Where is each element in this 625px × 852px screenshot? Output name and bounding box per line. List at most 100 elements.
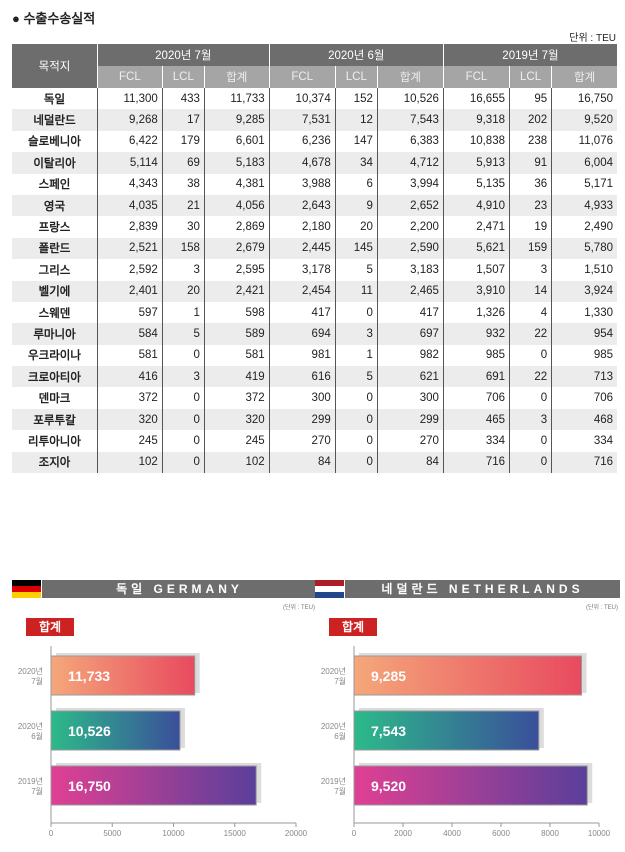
value-cell: 9,268 xyxy=(97,109,163,131)
bar-label: 16,750 xyxy=(68,778,111,794)
value-cell: 4,056 xyxy=(203,194,270,217)
value-cell: 0 xyxy=(161,344,205,367)
value-cell: 334 xyxy=(551,430,617,452)
category-label: 2019년 xyxy=(18,776,43,786)
value-cell: 3,924 xyxy=(551,280,617,302)
value-cell: 12 xyxy=(334,109,378,131)
table-row: 리투아니아 245 0 245 270 0 270 334 0 334 xyxy=(12,430,617,452)
value-cell: 38 xyxy=(161,173,205,195)
x-tick-label: 8000 xyxy=(541,829,559,838)
value-cell: 300 xyxy=(376,387,444,409)
value-cell: 616 xyxy=(268,366,336,388)
value-cell: 433 xyxy=(161,88,205,110)
value-cell: 20 xyxy=(161,280,205,302)
value-cell: 0 xyxy=(161,430,205,452)
value-cell: 23 xyxy=(508,194,552,217)
chart-unit: (단위 : TEU) xyxy=(585,605,618,611)
value-cell: 1 xyxy=(334,344,378,367)
value-cell: 932 xyxy=(442,323,510,345)
value-cell: 954 xyxy=(551,323,617,345)
value-cell: 0 xyxy=(161,387,205,409)
bar-label: 9,520 xyxy=(371,778,406,794)
value-cell: 2,590 xyxy=(376,237,444,260)
value-cell: 2,869 xyxy=(203,216,270,238)
netherlands-chart: 네덜란드 NETHERLANDS (단위 : TEU) 합계 0 2000 4000 6… xyxy=(315,578,620,848)
category-label: 2019년 xyxy=(321,776,346,786)
value-cell: 84 xyxy=(268,451,336,474)
value-cell: 16,655 xyxy=(442,88,510,110)
value-cell: 1 xyxy=(161,301,205,324)
dest-cell: 조지아 xyxy=(12,451,98,474)
category-label: 7월 xyxy=(31,786,43,796)
value-cell: 706 xyxy=(551,387,617,409)
total-tag: 합계 xyxy=(26,618,74,636)
value-cell: 91 xyxy=(508,152,552,174)
value-cell: 4,712 xyxy=(376,152,444,174)
value-cell: 2,180 xyxy=(268,216,336,238)
table-row: 프랑스 2,839 30 2,869 2,180 20 2,200 2,471 19 2,490 xyxy=(12,216,617,238)
value-cell: 2,465 xyxy=(376,280,444,302)
table-row: 독일 11,300 433 11,733 10,374 152 10,526 16,655 95… xyxy=(12,88,617,110)
value-cell: 985 xyxy=(551,344,617,367)
value-cell: 3 xyxy=(334,323,378,345)
table-row: 영국 4,035 21 4,056 2,643 9 2,652 4,910 23 4,933 xyxy=(12,194,617,217)
value-cell: 36 xyxy=(508,173,552,195)
value-cell: 0 xyxy=(508,344,552,367)
value-cell: 4,381 xyxy=(203,173,270,195)
table-row: 루마니아 584 5 589 694 3 697 932 22 954 xyxy=(12,323,617,345)
bar xyxy=(50,710,181,751)
value-cell: 245 xyxy=(203,430,270,452)
table-row: 스웨덴 597 1 598 417 0 417 1,326 4 1,330 xyxy=(12,301,617,324)
flag-icon xyxy=(12,580,41,598)
value-cell: 3,994 xyxy=(376,173,444,195)
bar xyxy=(353,710,540,751)
value-cell: 468 xyxy=(551,408,617,431)
value-cell: 589 xyxy=(203,323,270,345)
bar-label: 11,733 xyxy=(68,668,110,684)
value-cell: 2,679 xyxy=(203,237,270,260)
value-cell: 14 xyxy=(508,280,552,302)
value-cell: 2,839 xyxy=(97,216,163,238)
value-cell: 22 xyxy=(508,366,552,388)
value-cell: 0 xyxy=(334,430,378,452)
value-cell: 245 xyxy=(97,430,163,452)
value-cell: 4 xyxy=(508,301,552,324)
value-cell: 5,621 xyxy=(442,237,510,260)
subheader: LCL xyxy=(508,66,552,88)
value-cell: 7,543 xyxy=(376,109,444,131)
value-cell: 694 xyxy=(268,323,336,345)
x-tick-label: 2000 xyxy=(394,829,412,838)
value-cell: 372 xyxy=(203,387,270,409)
value-cell: 581 xyxy=(203,344,270,367)
value-cell: 4,910 xyxy=(442,194,510,217)
value-cell: 982 xyxy=(376,344,444,367)
value-cell: 34 xyxy=(334,152,378,174)
value-cell: 584 xyxy=(97,323,163,345)
value-cell: 2,421 xyxy=(203,280,270,302)
category-label: 2020년 xyxy=(321,721,346,731)
value-cell: 10,526 xyxy=(376,88,444,110)
value-cell: 3 xyxy=(161,366,205,388)
subheader: FCL xyxy=(268,66,336,88)
dest-cell: 루마니아 xyxy=(12,323,98,345)
dest-cell: 스웨덴 xyxy=(38,307,71,320)
value-cell: 3 xyxy=(508,408,552,431)
value-cell: 416 xyxy=(97,366,163,388)
dest-cell: 독일 xyxy=(43,93,66,106)
value-cell: 0 xyxy=(161,451,205,474)
category-label: 2020년 xyxy=(18,721,43,731)
value-cell: 6,236 xyxy=(268,130,336,153)
x-tick-label: 10000 xyxy=(588,829,611,838)
value-cell: 0 xyxy=(508,451,552,474)
value-cell: 6,601 xyxy=(203,130,270,153)
export-table: 목적지 2020년 7월 2020년 6월 2019년 7월 FCL LCL 합계 F… xyxy=(12,44,617,474)
value-cell: 20 xyxy=(334,216,378,238)
chart-title: 독일 GERMANY xyxy=(42,580,317,598)
value-cell: 11,076 xyxy=(551,130,617,153)
value-cell: 713 xyxy=(551,366,617,388)
value-cell: 158 xyxy=(161,237,205,260)
dest-cell: 폴란드 xyxy=(12,237,98,260)
value-cell: 159 xyxy=(508,237,552,260)
value-cell: 17 xyxy=(161,109,205,131)
category-label: 7월 xyxy=(334,676,346,686)
